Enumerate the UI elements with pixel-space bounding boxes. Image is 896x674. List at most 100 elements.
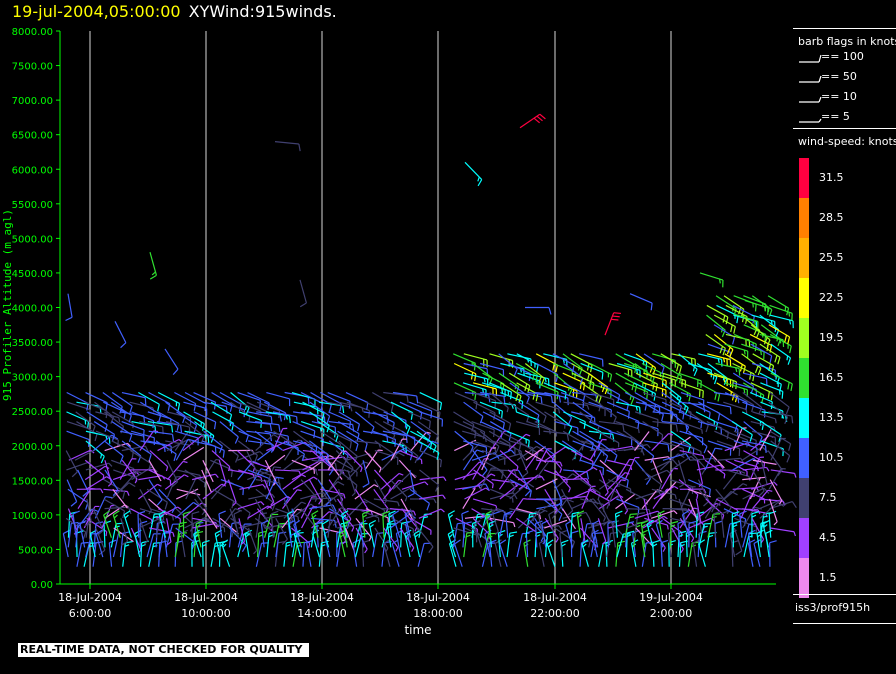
wind-barb xyxy=(515,420,541,435)
barb-staff xyxy=(770,372,793,385)
barb-flag xyxy=(621,479,626,482)
barb-staff xyxy=(284,439,299,461)
wind-barb xyxy=(184,430,210,444)
barb-staff xyxy=(165,401,186,417)
y-tick-label: 5000.00 xyxy=(12,234,53,245)
barb-flag xyxy=(350,467,354,473)
barb-staff xyxy=(309,440,330,456)
barb-staff xyxy=(509,479,532,491)
barb-flag xyxy=(202,423,205,431)
barb-staff xyxy=(282,454,303,471)
wind-barb xyxy=(149,508,174,521)
wind-barb xyxy=(724,483,748,500)
barb-flag xyxy=(320,403,324,411)
wind-barb xyxy=(164,474,189,490)
barb-flag xyxy=(222,450,225,458)
barb-staff xyxy=(233,514,240,538)
wind-barb xyxy=(652,539,660,567)
barb-staff xyxy=(498,372,520,388)
barb-flag xyxy=(670,520,679,524)
barb-flag xyxy=(443,476,447,482)
barb-staff xyxy=(753,543,761,567)
barb-flag xyxy=(105,495,113,499)
barb-flag xyxy=(750,385,755,394)
barb-staff xyxy=(576,513,582,538)
barb-staff xyxy=(707,363,728,379)
barb-staff xyxy=(484,533,491,558)
barb-staff xyxy=(201,542,204,567)
barb-sample-flag xyxy=(818,96,822,103)
barb-staff xyxy=(95,527,106,551)
barb-staff xyxy=(759,362,780,378)
x-tick-label-date: 18-Jul-2004 xyxy=(58,591,122,604)
barb-staff xyxy=(724,483,744,500)
barb-staff xyxy=(174,391,196,405)
wind-barb xyxy=(576,510,585,538)
barb-flag xyxy=(637,428,640,434)
barb-staff xyxy=(266,495,288,510)
wind-barb xyxy=(527,498,554,505)
barb-staff xyxy=(634,459,651,479)
wind-barb xyxy=(361,539,370,567)
barb-staff xyxy=(266,440,289,452)
barb-staff xyxy=(588,488,610,502)
barb-staff xyxy=(599,479,619,495)
barb-staff xyxy=(590,533,596,558)
barb-staff xyxy=(560,391,584,402)
barb-flag xyxy=(680,543,685,547)
barb-staff xyxy=(455,517,478,530)
barb-flag xyxy=(293,529,301,535)
barb-flag xyxy=(684,407,689,415)
barb-sample-icon xyxy=(799,54,822,63)
barb-flag xyxy=(791,415,794,424)
wind-barb xyxy=(292,476,318,490)
barb-flag xyxy=(723,377,728,385)
barb-staff xyxy=(741,343,765,353)
wind-barb xyxy=(488,382,512,400)
wind-barb xyxy=(454,439,477,452)
barb-staff xyxy=(67,488,89,504)
barb-staff xyxy=(680,486,692,509)
barb-flag xyxy=(651,377,655,385)
barb-flag xyxy=(558,513,563,522)
barb-flag xyxy=(525,433,531,437)
barb-flag xyxy=(661,414,664,422)
barb-flag xyxy=(433,498,437,504)
barb-flag xyxy=(248,416,251,422)
barb-staff xyxy=(292,476,314,490)
barb-staff xyxy=(410,421,431,437)
wind-barb xyxy=(490,488,514,503)
barb-staff xyxy=(489,411,511,425)
barb-staff xyxy=(704,497,719,519)
barb-staff xyxy=(382,513,385,538)
barb-staff xyxy=(93,523,97,548)
barb-flag xyxy=(713,376,718,385)
barb-flag xyxy=(495,446,500,454)
barb-flag xyxy=(476,516,482,519)
barb-staff xyxy=(372,411,395,424)
wind-barb xyxy=(707,440,732,456)
wind-barb xyxy=(716,411,738,432)
barb-flag xyxy=(711,507,715,513)
barb-flag xyxy=(622,424,625,432)
wind-barb xyxy=(184,469,206,488)
barb-staff xyxy=(661,382,682,399)
y-tick-label: 6000.00 xyxy=(12,165,53,176)
wind-barb xyxy=(210,401,233,422)
barb-flag xyxy=(680,548,684,554)
barb-staff xyxy=(732,392,754,406)
wind-barb xyxy=(244,529,253,558)
wind-barb xyxy=(473,519,483,548)
barb-staff xyxy=(498,469,516,489)
wind-barb xyxy=(84,459,105,480)
barb-flag xyxy=(426,431,431,434)
barb-staff xyxy=(327,450,344,471)
barb-flag xyxy=(541,377,545,386)
barb-staff xyxy=(195,523,202,548)
wind-barb xyxy=(392,510,401,538)
barb-flag xyxy=(364,548,368,554)
barb-flag xyxy=(653,404,657,412)
wind-barb xyxy=(479,401,503,419)
barb-staff xyxy=(707,343,731,353)
wind-barb xyxy=(66,479,78,507)
